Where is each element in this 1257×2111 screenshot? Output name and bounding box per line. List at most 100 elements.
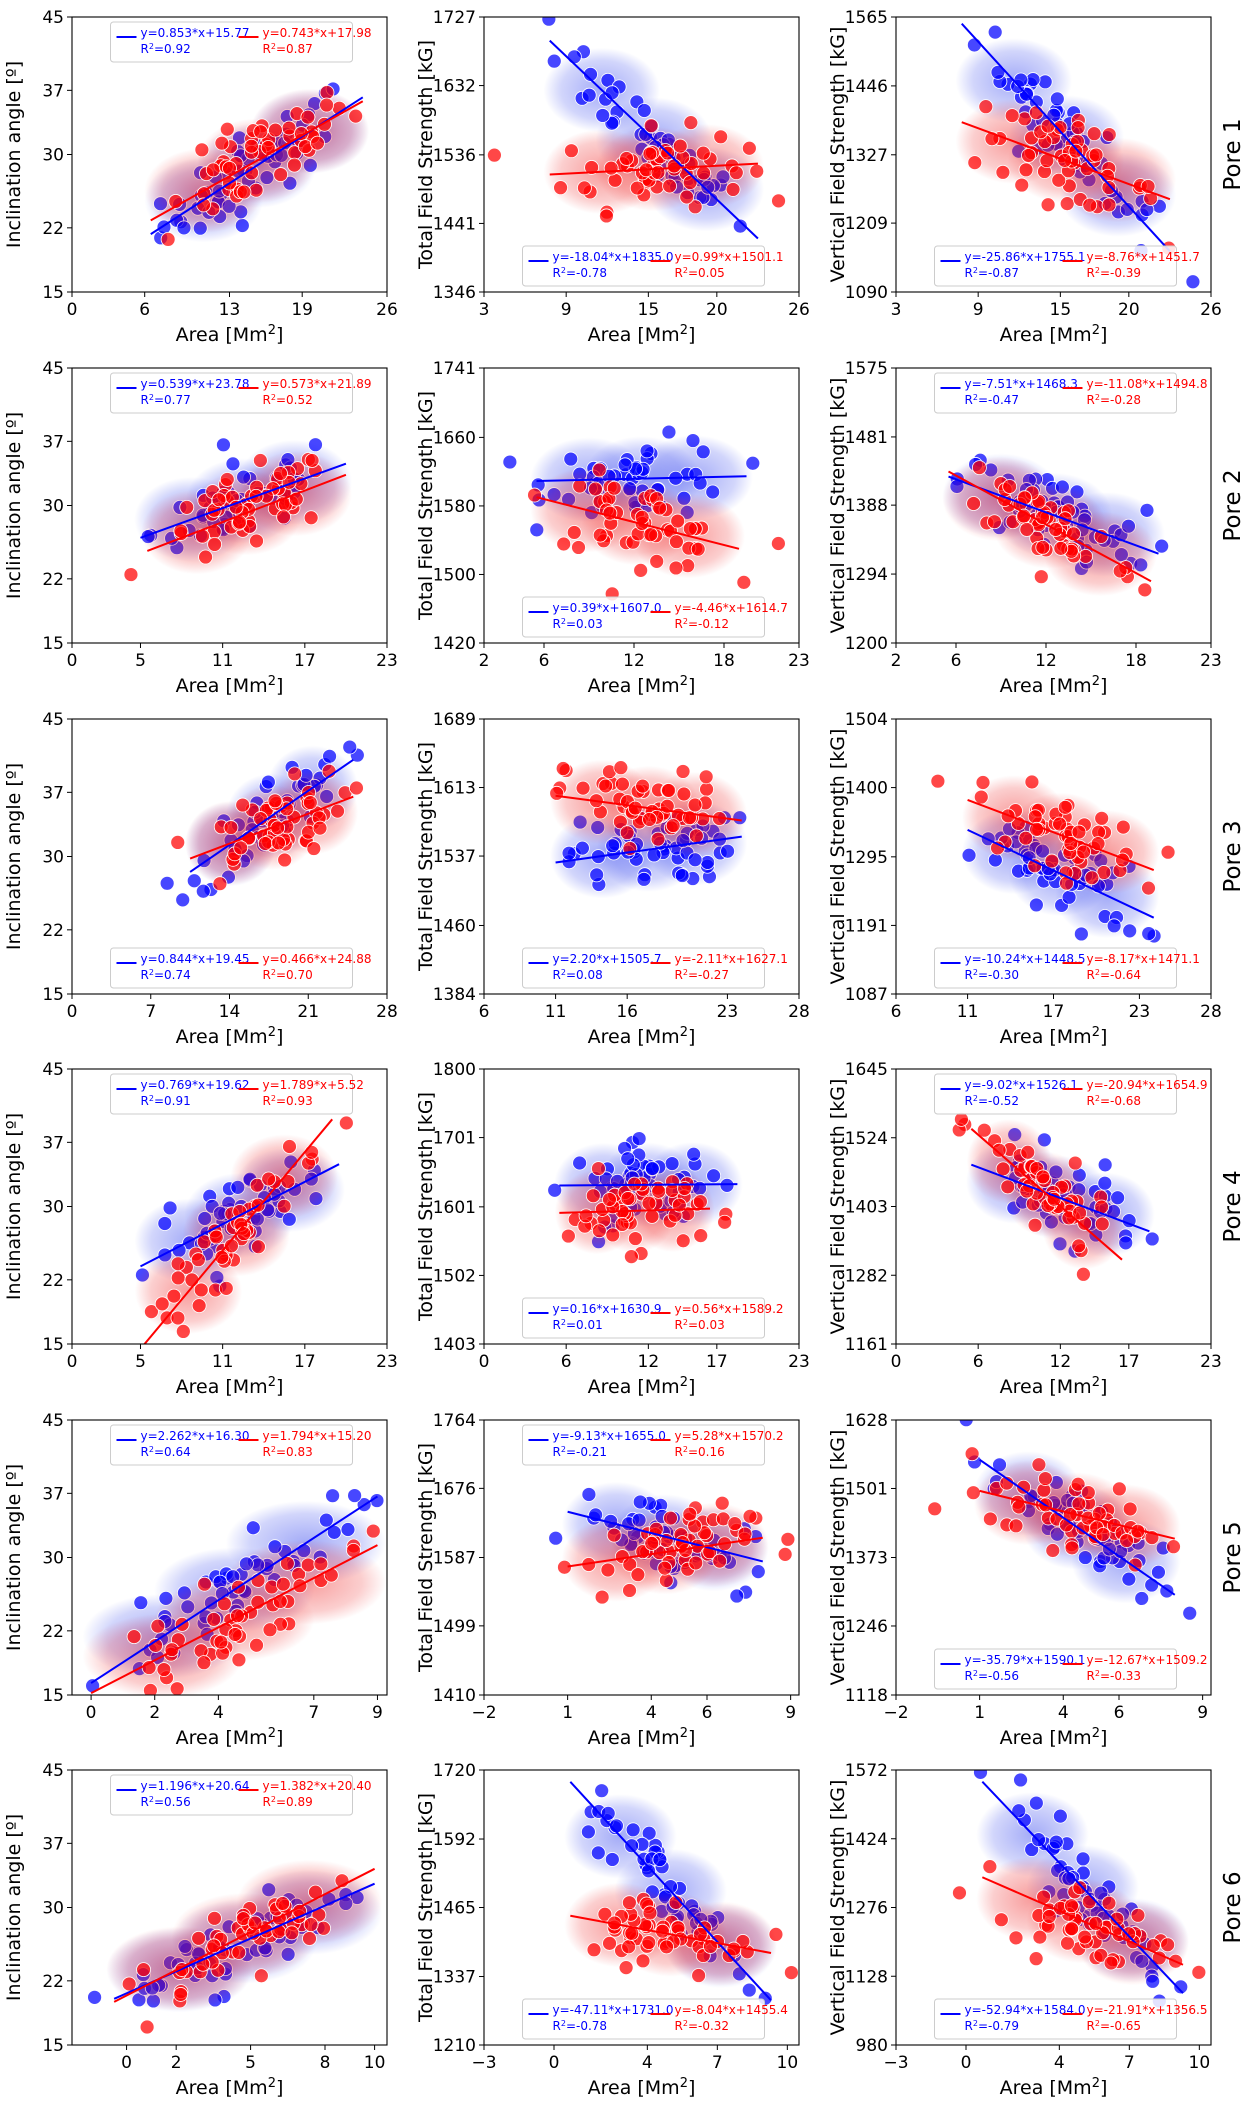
red-scatter-point xyxy=(693,1228,709,1244)
x-tick-label: 16 xyxy=(616,1002,638,1022)
x-axis-label: Area [Mm2] xyxy=(1000,1025,1108,1049)
x-tick-label: 11 xyxy=(212,651,234,671)
subplot-r6c3: −3 0 4 7 10 980 1128 1276 1424 1572 Area [Mm2] Vert… xyxy=(827,1761,1212,2099)
red-scatter-point xyxy=(575,780,591,796)
x-tick-label: 2 xyxy=(171,2053,182,2073)
y-tick-label: 1524 xyxy=(845,1129,888,1149)
red-scatter-point xyxy=(302,795,318,810)
y-tick-label: 22 xyxy=(42,1622,64,1642)
red-fit-line xyxy=(948,470,1152,583)
red-scatter-point xyxy=(1160,1937,1176,1953)
red-scatter-point xyxy=(621,1939,637,1955)
blue-scatter-point xyxy=(625,1822,641,1838)
plot-area xyxy=(134,1115,354,1344)
red-scatter-point xyxy=(253,1968,269,1984)
blue-scatter-point xyxy=(1144,1577,1160,1593)
blue-scatter-point xyxy=(1151,1564,1166,1580)
red-scatter-point xyxy=(620,1191,636,1206)
red-scatter-point xyxy=(749,163,765,179)
blue-fit-line xyxy=(189,758,354,873)
x-axis-label: Area [Mm2] xyxy=(176,1025,284,1049)
red-scatter-point xyxy=(175,1324,191,1339)
blue-scatter-point xyxy=(700,855,715,870)
subplot-r2c3: 2 6 12 18 23 1200 1294 1388 1481 1575 Area [Mm2] Ve… xyxy=(827,359,1222,697)
red-scatter-point xyxy=(1033,569,1049,585)
red-scatter-point xyxy=(1016,1479,1032,1495)
red-scatter-point xyxy=(682,175,698,190)
red-scatter-point xyxy=(635,1953,651,1969)
blue-scatter-point xyxy=(322,748,337,764)
red-scatter-point xyxy=(1093,1947,1109,1963)
red-scatter-point xyxy=(261,1171,277,1187)
blue-scatter-point xyxy=(340,1522,356,1537)
blue-scatter-point xyxy=(641,1825,657,1841)
red-scatter-point xyxy=(982,1511,998,1527)
red-scatter-point xyxy=(276,1198,292,1214)
plot-area xyxy=(942,452,1170,598)
blue-scatter-point xyxy=(347,1488,363,1503)
y-axis-label: Vertical Field Strength [kG] xyxy=(827,378,849,634)
x-tick-label: 4 xyxy=(213,1703,224,1723)
y-tick-label: 1246 xyxy=(845,1617,888,1637)
red-legend-r2: R2=0.16 xyxy=(675,1445,725,1460)
legend-box xyxy=(110,1073,353,1115)
y-tick-label: 1501 xyxy=(845,1479,888,1499)
blue-legend-r2: R2=-0.87 xyxy=(965,266,1020,281)
red-scatter-point xyxy=(1032,1929,1048,1945)
x-tick-label: 11 xyxy=(545,1002,567,1022)
red-scatter-point xyxy=(578,1208,594,1224)
red-scatter-point xyxy=(1068,143,1084,159)
x-tick-label: 4 xyxy=(646,1703,657,1723)
blue-legend-equation: y=0.769*x+19.62 xyxy=(141,1078,250,1092)
x-axis-label: Area [Mm2] xyxy=(176,2076,284,2100)
red-scatter-point xyxy=(231,1652,247,1668)
x-tick-label: 1 xyxy=(562,1703,573,1723)
red-scatter-point xyxy=(602,1935,617,1951)
red-scatter-point xyxy=(627,800,643,816)
x-tick-label: 0 xyxy=(67,300,78,320)
blue-legend-r2: R2=-0.79 xyxy=(965,2019,1020,2034)
blue-scatter-point xyxy=(617,457,633,473)
red-scatter-point xyxy=(972,460,987,475)
y-axis-label: Total Field Strength [kG] xyxy=(415,391,437,621)
x-tick-label: 9 xyxy=(1197,1703,1208,1723)
red-legend-equation: y=0.743*x+17.98 xyxy=(263,26,372,40)
blue-legend-equation: y=2.262*x+16.30 xyxy=(141,1429,250,1443)
subplot-r3c2: 6 11 16 23 28 1384 1460 1537 1613 1689 Area [Mm2] T… xyxy=(415,710,810,1048)
red-scatter-point xyxy=(1037,1471,1053,1486)
red-scatter-point xyxy=(143,1683,158,1695)
red-scatter-point xyxy=(1028,105,1044,121)
plot-area xyxy=(952,1770,1207,2009)
red-scatter-point xyxy=(605,1227,621,1243)
red-scatter-point xyxy=(588,481,603,497)
red-scatter-point xyxy=(126,1629,142,1645)
x-tick-label: 14 xyxy=(219,1002,241,1022)
red-scatter-point xyxy=(591,1223,607,1239)
red-fit-line xyxy=(189,795,354,860)
red-scatter-point xyxy=(250,1573,266,1588)
legend: y=-25.86*x+1755.1 R2=-0.87 y=-8.76*x+1451.… xyxy=(934,245,1200,287)
red-scatter-point xyxy=(564,143,579,159)
x-axis-label: Area [Mm2] xyxy=(588,674,696,698)
blue-fit-line xyxy=(967,828,1155,919)
red-scatter-point xyxy=(330,803,345,819)
legend: y=-9.13*x+1655.0 R2=-0.21 y=5.28*x+1570.2 R… xyxy=(522,1424,784,1466)
red-scatter-point xyxy=(170,1270,186,1286)
y-tick-label: 1601 xyxy=(433,1198,476,1218)
red-scatter-point xyxy=(675,764,691,779)
red-scatter-point xyxy=(642,1905,658,1921)
red-fit-line xyxy=(549,162,758,176)
red-fit-line xyxy=(143,1118,333,1344)
y-tick-label: 15 xyxy=(42,985,64,1005)
red-scatter-point xyxy=(236,184,252,200)
x-tick-label: 6 xyxy=(139,300,150,320)
red-scatter-point xyxy=(728,165,744,181)
y-tick-label: 1200 xyxy=(845,634,888,654)
red-scatter-point xyxy=(644,1208,660,1224)
red-scatter-point xyxy=(196,1655,212,1671)
red-scatter-point xyxy=(193,1282,209,1298)
blue-scatter-point xyxy=(574,840,590,856)
y-axis-label: Vertical Field Strength [kG] xyxy=(827,27,849,283)
red-scatter-point xyxy=(662,178,677,194)
red-scatter-point xyxy=(633,562,649,578)
